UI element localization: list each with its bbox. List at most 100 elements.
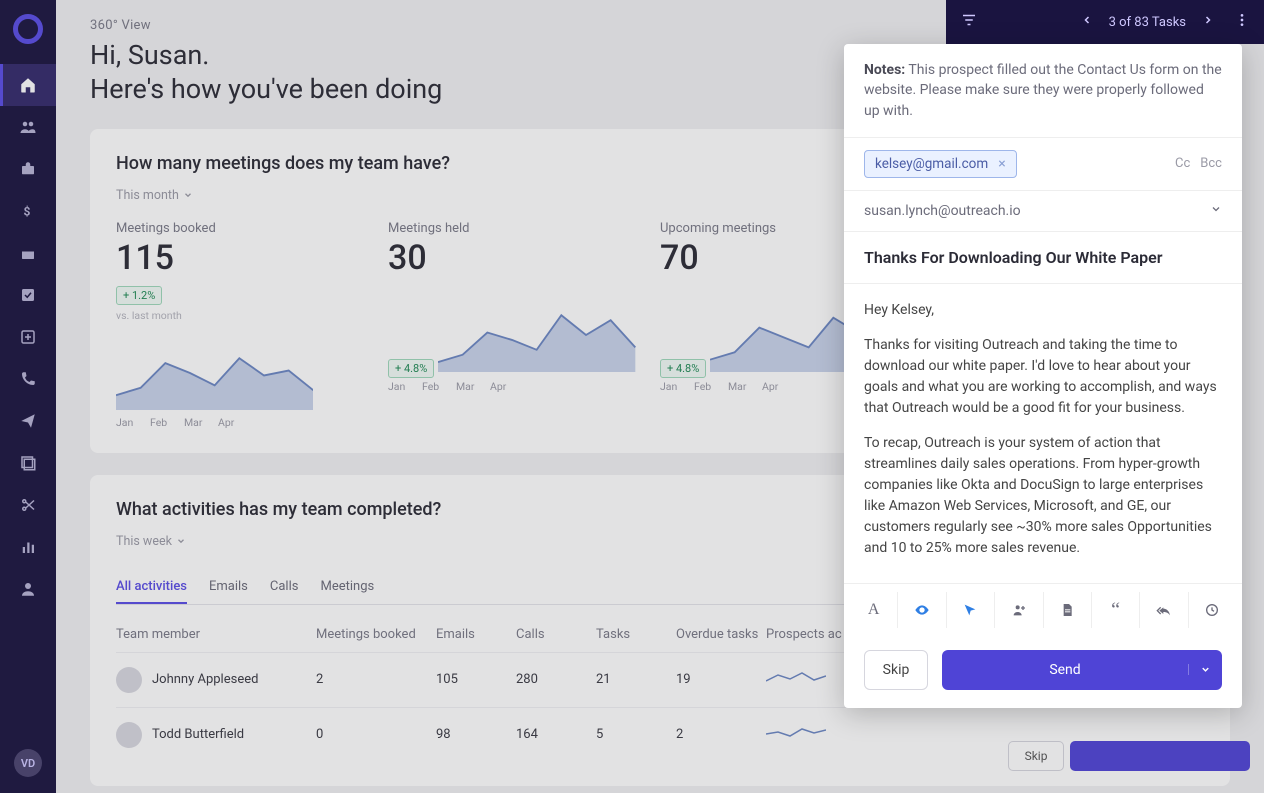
nav-accounts[interactable] [0, 148, 56, 190]
period-selector[interactable]: This week [116, 534, 186, 549]
chevron-down-icon [176, 536, 186, 546]
metric-delta: + 1.2% [116, 286, 162, 305]
from-address: susan.lynch@outreach.io [864, 203, 1021, 219]
nav-profile[interactable] [0, 568, 56, 610]
cell: 280 [516, 672, 596, 687]
svg-text:$: $ [24, 205, 31, 219]
nav-library[interactable] [0, 442, 56, 484]
recipient-email: kelsey@gmail.com [875, 156, 988, 172]
app-logo [13, 14, 43, 44]
metric-value: 115 [116, 238, 388, 278]
cell: 21 [596, 672, 676, 687]
cell: 164 [516, 727, 596, 742]
nav-tasks[interactable] [0, 274, 56, 316]
metric-delta: + 4.8% [388, 359, 434, 378]
background-skip-button: Skip [1008, 741, 1064, 771]
nav-people[interactable] [0, 106, 56, 148]
metric-label: Meetings held [388, 221, 660, 236]
spark-xlabels: JanFebMarApr [388, 380, 660, 393]
nav-send[interactable] [0, 400, 56, 442]
nav-analytics[interactable] [0, 526, 56, 568]
notes-text: This prospect filled out the Contact Us … [864, 62, 1222, 119]
task-bar: 3 of 83 Tasks [946, 0, 1264, 44]
trend-sparkline [766, 669, 826, 687]
metric-delta: + 4.8% [660, 359, 706, 378]
send-label: Send [942, 662, 1188, 678]
cell: 105 [436, 672, 516, 687]
col-tasks: Tasks [596, 627, 676, 642]
nav-snippets[interactable] [0, 484, 56, 526]
cell: 2 [316, 672, 436, 687]
nav-calls[interactable] [0, 358, 56, 400]
spark-xlabels: JanFebMarApr [116, 416, 388, 429]
task-next[interactable] [1196, 14, 1220, 30]
attach-file-button[interactable] [1044, 592, 1092, 628]
body-greeting: Hey Kelsey, [864, 300, 1222, 321]
schedule-button[interactable] [1189, 592, 1236, 628]
nav-calendar[interactable] [0, 232, 56, 274]
avatar [116, 667, 142, 693]
chevron-down-icon [183, 190, 193, 200]
metric-comparator: vs. last month [116, 309, 388, 322]
member-name: Todd Butterfield [152, 727, 244, 742]
notes-block: Notes: This prospect filled out the Cont… [844, 44, 1242, 138]
metric-meetings-held: Meetings held 30 + 4.8% JanFebMarApr [388, 221, 660, 429]
metric-meetings-booked: Meetings booked 115 + 1.2% vs. last mont… [116, 221, 388, 429]
cell: 98 [436, 727, 516, 742]
user-avatar[interactable]: VD [14, 749, 42, 777]
task-prev[interactable] [1075, 14, 1099, 30]
col-team-member: Team member [116, 627, 316, 642]
chevron-down-icon [1210, 203, 1222, 219]
compose-actions: Skip Send [844, 636, 1242, 708]
period-selector[interactable]: This month [116, 188, 193, 203]
body-para-2: To recap, Outreach is your system of act… [864, 433, 1222, 559]
skip-button[interactable]: Skip [864, 650, 928, 690]
send-options-caret[interactable] [1188, 664, 1222, 675]
avatar [116, 722, 142, 748]
background-send-button [1070, 741, 1250, 771]
tab-meetings[interactable]: Meetings [320, 571, 374, 604]
cell: 0 [316, 727, 436, 742]
from-row[interactable]: susan.lynch@outreach.io [844, 191, 1242, 232]
trend-sparkline [766, 724, 826, 742]
track-opens-button[interactable] [898, 592, 946, 628]
insert-quote-button[interactable]: “ [1092, 592, 1140, 628]
period-label: This month [116, 188, 179, 203]
col-emails: Emails [436, 627, 516, 642]
task-position: 3 of 83 Tasks [1099, 15, 1196, 30]
metric-value: 30 [388, 238, 660, 278]
cell: 2 [676, 727, 766, 742]
notes-label: Notes: [864, 62, 905, 78]
bcc-toggle[interactable]: Bcc [1200, 156, 1222, 171]
add-recipient-button[interactable] [995, 592, 1043, 628]
recipient-chip[interactable]: kelsey@gmail.com × [864, 150, 1017, 178]
cc-toggle[interactable]: Cc [1175, 156, 1190, 171]
tab-emails[interactable]: Emails [209, 571, 248, 604]
email-subject[interactable]: Thanks For Downloading Our White Paper [844, 232, 1242, 284]
email-compose-panel: Notes: This prospect filled out the Cont… [844, 44, 1242, 708]
nav-opportunities[interactable]: $ [0, 190, 56, 232]
tab-calls[interactable]: Calls [270, 571, 299, 604]
email-body[interactable]: Hey Kelsey, Thanks for visiting Outreach… [844, 284, 1242, 583]
nav-sequences[interactable] [0, 316, 56, 358]
col-overdue: Overdue tasks [676, 627, 766, 642]
body-para-1: Thanks for visiting Outreach and taking … [864, 335, 1222, 419]
track-clicks-button[interactable] [947, 592, 995, 628]
task-more-icon[interactable] [1234, 12, 1250, 32]
remove-recipient-icon[interactable]: × [998, 156, 1005, 172]
col-calls: Calls [516, 627, 596, 642]
cell: 5 [596, 727, 676, 742]
tab-all-activities[interactable]: All activities [116, 571, 187, 604]
send-button[interactable]: Send [942, 650, 1222, 690]
filter-icon[interactable] [960, 11, 978, 33]
compose-toolbar: A “ [844, 583, 1242, 636]
nav-home[interactable] [0, 64, 56, 106]
left-nav: $ VD [0, 0, 56, 793]
member-name: Johnny Appleseed [152, 672, 258, 687]
sparkline [116, 336, 313, 410]
period-label: This week [116, 534, 172, 549]
reply-all-button[interactable] [1140, 592, 1188, 628]
format-text-button[interactable]: A [850, 592, 898, 628]
to-row: kelsey@gmail.com × Cc Bcc [844, 138, 1242, 191]
sparkline [438, 298, 635, 372]
